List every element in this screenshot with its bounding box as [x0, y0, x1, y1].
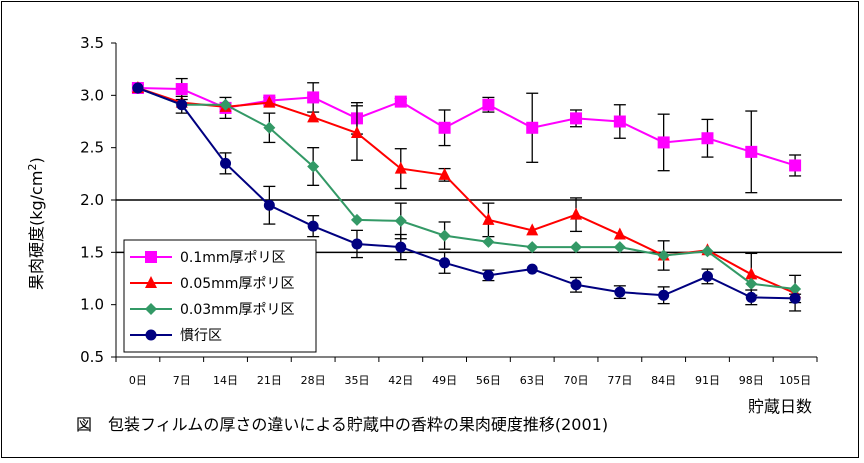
x-tick-label: 35日 — [344, 374, 369, 387]
data-point — [263, 121, 276, 134]
data-point — [394, 161, 407, 174]
x-tick-label: 63日 — [520, 374, 545, 387]
data-point — [526, 241, 539, 254]
data-point — [613, 115, 626, 128]
data-point — [350, 213, 363, 226]
x-axis-title: 貯蔵日数 — [748, 397, 812, 416]
data-point — [701, 270, 713, 282]
data-point — [613, 227, 626, 240]
data-point — [482, 212, 495, 225]
data-point — [438, 167, 451, 180]
data-point — [701, 132, 714, 145]
x-tick-label: 7日 — [173, 374, 191, 387]
data-point — [482, 235, 495, 248]
y-tick-label: 2.5 — [80, 139, 104, 157]
data-point — [570, 207, 583, 220]
x-tick-label: 14日 — [213, 374, 238, 387]
x-tick-label: 77日 — [607, 374, 632, 387]
x-tick-label: 84日 — [651, 374, 676, 387]
y-axis-title-main: 果肉硬度(kg/cm — [27, 171, 46, 290]
data-point — [175, 83, 188, 96]
data-point — [570, 241, 583, 254]
data-point — [176, 99, 188, 111]
data-point — [263, 199, 275, 211]
data-point — [526, 121, 539, 134]
data-point — [745, 145, 758, 158]
legend-label: 0.03mm厚ポリ区 — [180, 302, 294, 318]
legend-label: 0.1mm厚ポリ区 — [180, 250, 286, 266]
data-point — [351, 238, 363, 250]
data-point — [220, 157, 232, 169]
data-point — [482, 98, 495, 111]
x-tick-label: 21日 — [257, 374, 282, 387]
x-tick-label: 42日 — [388, 374, 413, 387]
series-line — [137, 87, 796, 300]
series-4 — [132, 82, 802, 306]
series-1 — [131, 77, 802, 194]
y-tick-label: 1.0 — [80, 296, 104, 314]
legend-swatch-marker — [145, 251, 157, 263]
y-tick-label: 3.5 — [80, 34, 104, 52]
data-point — [307, 160, 320, 173]
data-point — [745, 267, 758, 280]
x-tick-label: 105日 — [779, 374, 811, 387]
legend-swatch-marker — [145, 329, 157, 341]
data-point — [614, 286, 626, 298]
y-tick-label: 0.5 — [80, 348, 104, 366]
series-group — [131, 77, 802, 312]
series-line — [137, 87, 796, 290]
data-point — [570, 279, 582, 291]
data-point — [789, 282, 802, 295]
data-point — [789, 292, 801, 304]
legend-swatch-marker — [145, 276, 157, 288]
data-point — [438, 121, 451, 134]
data-point — [395, 241, 407, 253]
data-point — [263, 95, 276, 108]
y-tick-label: 1.5 — [80, 243, 104, 261]
y-tick-label: 2.0 — [80, 191, 104, 209]
y-axis-title-sup: 2 — [26, 164, 39, 171]
data-point — [219, 98, 232, 111]
data-point — [526, 223, 539, 236]
y-tick-label: 3.0 — [80, 86, 104, 104]
data-point — [439, 257, 451, 269]
x-tick-label: 70日 — [564, 374, 589, 387]
x-tick-label: 0日 — [129, 374, 147, 387]
data-point — [701, 245, 714, 258]
legend-label: 慣行区 — [180, 327, 222, 344]
data-point — [482, 269, 494, 281]
legend-swatch-marker — [145, 303, 157, 315]
y-axis-title: 果肉硬度(kg/cm2) — [26, 157, 46, 290]
data-point — [438, 229, 451, 242]
data-point — [307, 91, 320, 104]
data-point — [307, 110, 320, 123]
x-tick-label: 28日 — [301, 374, 326, 387]
data-point — [658, 289, 670, 301]
data-point — [657, 249, 670, 262]
data-point — [745, 291, 757, 303]
x-tick-label: 98日 — [739, 374, 764, 387]
x-tick-label: 56日 — [476, 374, 501, 387]
data-point — [394, 214, 407, 227]
x-tick-label: 91日 — [695, 374, 720, 387]
data-point — [570, 112, 583, 125]
series-line — [137, 87, 796, 167]
figure-caption: 図 包装フィルムの厚さの違いによる貯蔵中の香粋の果肉硬度推移(2001) — [76, 415, 608, 434]
data-point — [307, 220, 319, 232]
data-point — [132, 82, 144, 94]
axes: 0.5 1.0 1.5 2.0 2.5 3.0 3.5 0日 7日 14日 21日 28日 35日 42日… — [80, 34, 818, 387]
data-point — [394, 95, 407, 108]
data-point — [745, 277, 758, 290]
y-axis-title-close: ) — [27, 157, 46, 163]
data-point — [613, 241, 626, 254]
data-point — [526, 263, 538, 275]
data-point — [657, 136, 670, 149]
x-tick-label: 49日 — [432, 374, 457, 387]
data-point — [789, 159, 802, 172]
data-point — [350, 126, 363, 139]
legend-label: 0.05mm厚ポリ区 — [180, 276, 294, 292]
